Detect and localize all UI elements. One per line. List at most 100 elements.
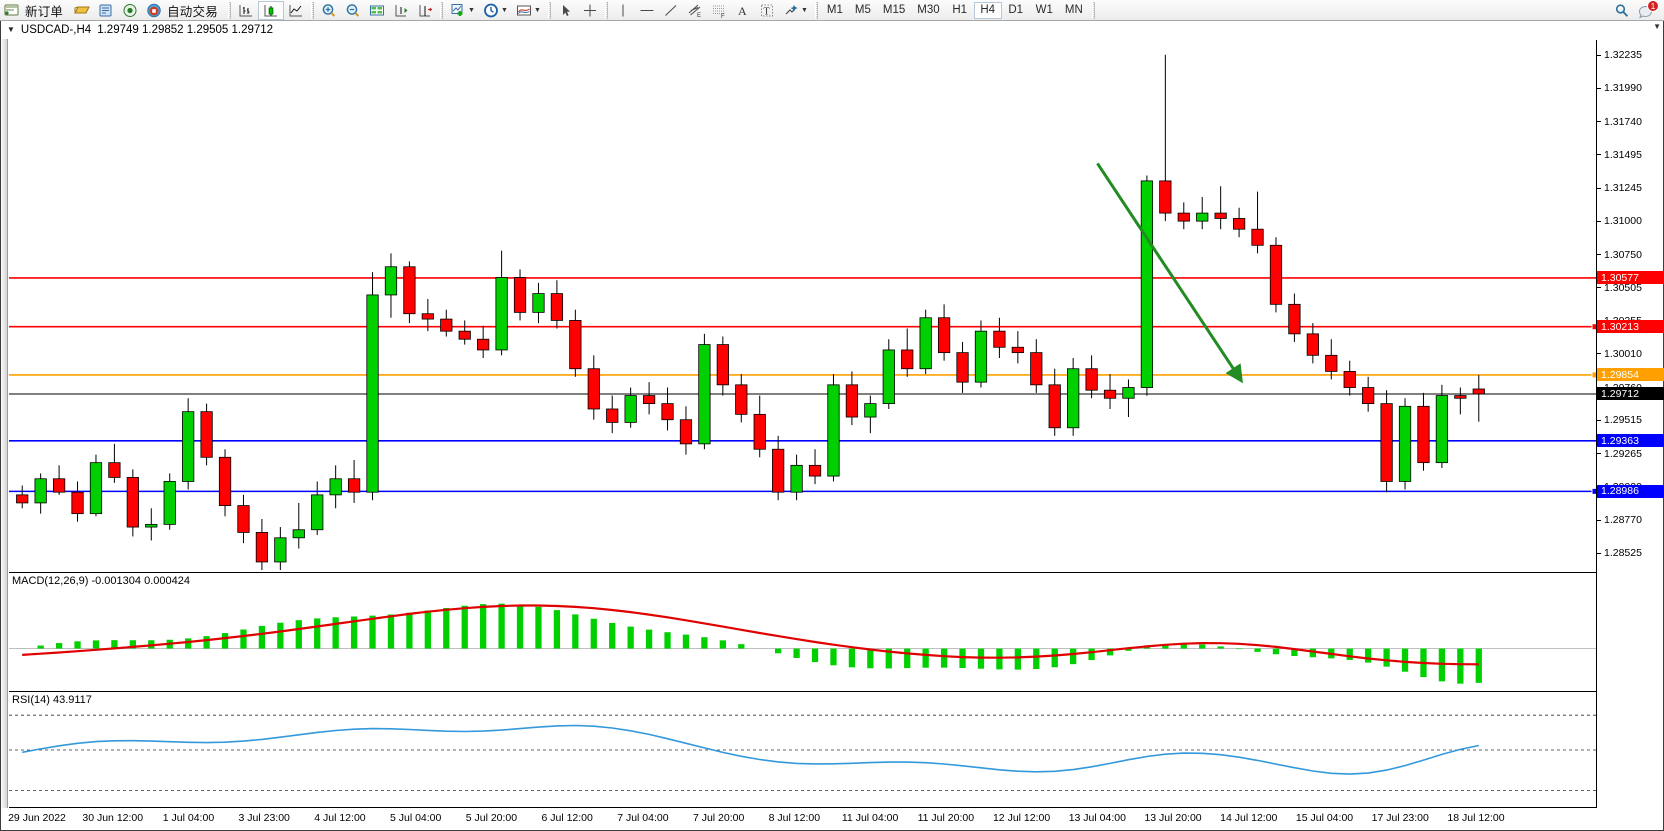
bar-chart-button[interactable] xyxy=(234,1,258,20)
text-button[interactable]: A xyxy=(731,1,755,20)
autotrading-button[interactable]: 自动交易 xyxy=(142,1,225,20)
horizontal-line-button[interactable] xyxy=(635,1,659,20)
time-tick-label: 4 Jul 12:00 xyxy=(314,812,366,824)
market-watch-button[interactable] xyxy=(94,1,118,20)
timeframe-button-m5[interactable]: M5 xyxy=(854,4,871,16)
candle-body xyxy=(292,529,305,539)
candle-body xyxy=(569,320,582,370)
templates-button[interactable]: ▼ xyxy=(512,1,545,20)
indicators-add-icon xyxy=(449,2,467,19)
text-label-button[interactable]: T xyxy=(755,1,779,20)
level-handle-pivot[interactable] xyxy=(1591,371,1596,379)
chart-collapse-icon[interactable]: ▼ xyxy=(1653,22,1661,31)
zoom-in-button[interactable] xyxy=(317,1,341,20)
svg-text:E: E xyxy=(697,13,701,19)
price-tick: 1.30750 xyxy=(1597,249,1664,261)
chart-shift-button[interactable] xyxy=(413,1,437,20)
candle xyxy=(1196,196,1209,230)
time-tick-label: 29 Jun 2022 xyxy=(8,812,66,824)
price-level-label-support-2[interactable]: 1.28986 xyxy=(1597,484,1664,498)
level-handle-resistance-2[interactable] xyxy=(1591,323,1596,331)
svg-text:F: F xyxy=(721,14,725,19)
chart-menu-caret-icon[interactable]: ▼ xyxy=(7,25,15,34)
price-tick-dash xyxy=(1597,453,1601,455)
price-pane[interactable] xyxy=(9,40,1596,570)
period-button[interactable]: ▼ xyxy=(479,1,512,20)
vertical-line-button[interactable] xyxy=(611,1,635,20)
timeframe-button-h4[interactable]: H4 xyxy=(973,1,1002,19)
price-tick-dash xyxy=(1597,121,1601,123)
candle xyxy=(993,317,1006,358)
zoom-out-button[interactable] xyxy=(341,1,365,20)
rsi-pane[interactable]: RSI(14) 43.9117 xyxy=(9,691,1596,808)
down-trend-arrow[interactable] xyxy=(1096,162,1243,384)
time-tick-label: 5 Jul 20:00 xyxy=(465,812,518,824)
timeframe-button-d1[interactable]: D1 xyxy=(1008,4,1024,16)
text-label-icon: T xyxy=(758,2,776,19)
timeframe-button-m30[interactable]: M30 xyxy=(917,4,940,16)
crosshair-button[interactable] xyxy=(578,1,602,20)
line-chart-button[interactable] xyxy=(284,1,308,20)
price-plot xyxy=(9,40,1596,570)
indicators-button[interactable]: ▼ xyxy=(446,1,479,20)
level-handle-support-2[interactable] xyxy=(1591,487,1596,495)
price-tick-label: 1.28770 xyxy=(1604,514,1642,527)
timeframe-button-m15[interactable]: M15 xyxy=(882,4,906,16)
candle xyxy=(1067,358,1080,436)
candle xyxy=(1472,375,1485,422)
data-window-button[interactable] xyxy=(365,1,389,20)
left-scroll-strip[interactable] xyxy=(1,39,8,808)
candle xyxy=(956,341,969,393)
profiles-button[interactable] xyxy=(70,1,94,20)
time-tick-label: 30 Jun 12:00 xyxy=(82,812,144,824)
candle-body xyxy=(329,478,342,496)
chevron-down-icon[interactable]: ▼ xyxy=(800,6,808,14)
trend-line-button[interactable] xyxy=(659,1,683,20)
candle-body xyxy=(827,384,840,477)
time-axis[interactable]: 29 Jun 2022 30 Jun 12:00 1 Jul 04:00 3 Jul … xyxy=(8,807,1596,830)
templates-icon xyxy=(515,2,533,19)
fibonacci-button[interactable]: F xyxy=(707,1,731,20)
time-tick-label: 5 Jul 04:00 xyxy=(389,812,442,824)
candle xyxy=(1011,331,1024,364)
data-window-icon xyxy=(368,2,386,19)
search-button[interactable] xyxy=(1610,1,1634,20)
chevron-down-icon[interactable]: ▼ xyxy=(467,6,475,14)
candle-body xyxy=(919,317,932,370)
candlestick-chart-button[interactable] xyxy=(257,0,284,20)
navigator-button[interactable] xyxy=(118,1,142,20)
auto-scroll-button[interactable] xyxy=(389,1,413,20)
candle xyxy=(532,282,545,324)
chevron-down-icon[interactable]: ▼ xyxy=(533,6,541,14)
candle xyxy=(569,309,582,377)
price-axis[interactable]: 1.32235 1.31990 1.31740 1.31495 1.31245 1.310… xyxy=(1596,40,1664,808)
price-level-label-pivot[interactable]: 1.29854 xyxy=(1597,368,1664,382)
price-level-label-resistance-2[interactable]: 1.30213 xyxy=(1597,320,1664,334)
timeframe-button-h1[interactable]: H1 xyxy=(952,4,968,16)
timeframe-button-m1[interactable]: M1 xyxy=(826,4,843,16)
candle-body xyxy=(1417,405,1430,464)
timeframe-button-w1[interactable]: W1 xyxy=(1035,4,1053,16)
candle-body xyxy=(790,464,803,493)
price-tick-label: 1.30010 xyxy=(1604,347,1642,360)
candle xyxy=(587,355,600,420)
macd-pane[interactable]: MACD(12,26,9) -0.001304 0.000424 xyxy=(9,572,1596,690)
candle xyxy=(495,250,508,356)
new-order-button[interactable]: 新订单 xyxy=(0,1,70,20)
chart-window: ▼ USDCAD-,H4 1.29749 1.29852 1.29505 1.2… xyxy=(0,21,1664,831)
price-level-label-current-price[interactable]: 1.29712 xyxy=(1597,387,1664,401)
shapes-button[interactable]: ▼ xyxy=(779,1,812,20)
candle xyxy=(1306,323,1319,364)
price-level-label-support-1[interactable]: 1.29363 xyxy=(1597,434,1664,448)
candle-body xyxy=(735,384,748,415)
timeframe-button-mn[interactable]: MN xyxy=(1064,4,1083,16)
chat-button[interactable]: 1 xyxy=(1634,0,1659,20)
equidistant-channel-button[interactable]: E xyxy=(683,1,707,20)
chevron-down-icon[interactable]: ▼ xyxy=(500,6,508,14)
candle xyxy=(1343,360,1356,396)
price-level-label-resistance-1[interactable]: 1.30577 xyxy=(1597,271,1664,285)
candle xyxy=(71,481,84,522)
candle xyxy=(1048,368,1061,436)
cursor-button[interactable] xyxy=(554,1,578,20)
